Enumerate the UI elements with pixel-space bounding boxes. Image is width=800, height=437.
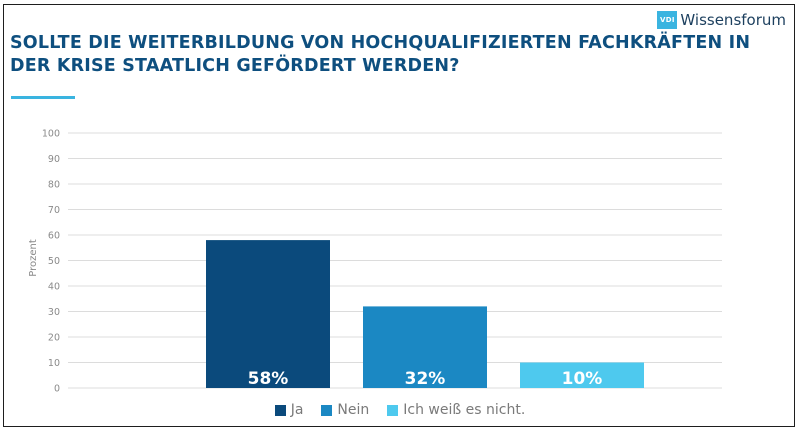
- chart-title: SOLLTE DIE WEITERBILDUNG VON HOCHQUALIFI…: [10, 33, 751, 76]
- legend: Ja Nein Ich weiß es nicht.: [0, 402, 800, 418]
- legend-item-2: Nein: [321, 402, 369, 418]
- vdi-logo: VDI: [657, 11, 678, 29]
- legend-swatch: [321, 404, 333, 416]
- legend-item-1: Ja: [274, 402, 304, 418]
- y-tick-label: 20: [48, 333, 60, 344]
- legend-swatch: [387, 404, 399, 416]
- legend-item-3: Ich weiß es nicht.: [387, 402, 525, 418]
- y-tick-label: 0: [54, 384, 60, 395]
- bar-3: [520, 362, 644, 388]
- data-label-3: 10%: [562, 369, 603, 389]
- y-tick-label: 10: [48, 358, 60, 369]
- y-tick-label: 50: [48, 256, 60, 267]
- data-labels: 58% 32% 10%: [248, 369, 603, 389]
- y-tick-label: 70: [48, 205, 60, 216]
- legend-label: Ja: [290, 402, 304, 418]
- y-axis-label: Prozent: [28, 239, 39, 277]
- y-tick-label: 100: [42, 129, 60, 140]
- legend-swatch: [274, 404, 286, 416]
- y-tick-label: 90: [48, 154, 60, 165]
- title-accent-rule: [11, 96, 75, 99]
- data-label-1: 58%: [248, 369, 289, 389]
- legend-label: Nein: [337, 402, 370, 418]
- brand-name: Wissensforum: [680, 11, 786, 29]
- y-tick-label: 80: [48, 180, 60, 191]
- y-tick-labels: 0 10 20 30 40 50 60 70 80 90 100: [42, 129, 60, 395]
- y-tick-label: 40: [48, 282, 60, 293]
- legend-label: Ich weiß es nicht.: [403, 402, 526, 418]
- brand: VDI Wissensforum: [657, 11, 786, 29]
- data-label-2: 32%: [405, 369, 446, 389]
- y-tick-label: 30: [48, 307, 60, 318]
- bar-2: [363, 306, 487, 388]
- y-tick-label: 60: [48, 231, 60, 242]
- bar-1: [206, 240, 330, 388]
- bars: [206, 240, 644, 388]
